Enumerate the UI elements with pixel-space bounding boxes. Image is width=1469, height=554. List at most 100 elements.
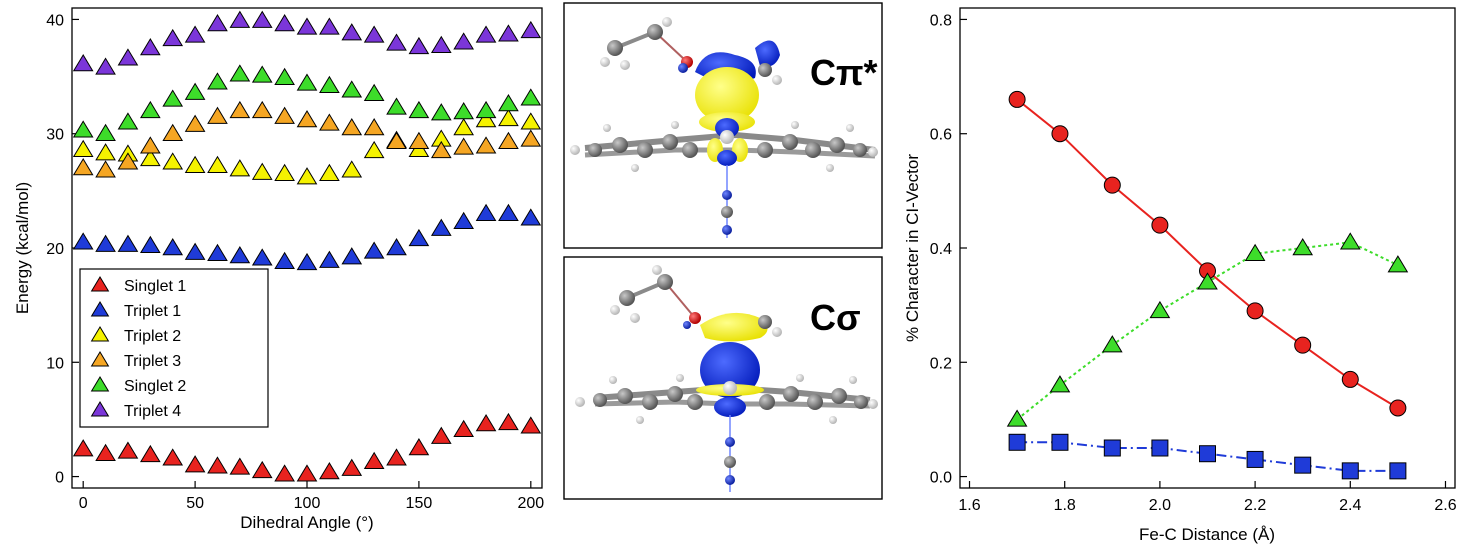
data-point-singlet-1 <box>274 464 295 482</box>
data-point-triplet-1 <box>520 208 542 226</box>
data-point-triplet-2 <box>72 139 94 157</box>
data-point-triplet-1 <box>274 251 295 269</box>
data-point-triplet-1 <box>319 250 340 268</box>
legend-marker <box>90 376 110 392</box>
data-point-triplet-4 <box>453 32 474 50</box>
data-point-triplet-3 <box>386 131 407 149</box>
data-point-singlet-1 <box>498 412 519 431</box>
data-point-triplet-3 <box>72 158 94 176</box>
data-point-triplet-3 <box>498 131 519 149</box>
data-point-triplet-3 <box>296 110 318 128</box>
data-point-red <box>1103 176 1121 194</box>
data-point-singlet-1 <box>229 457 251 475</box>
data-point-green <box>1244 243 1266 261</box>
data-point-triplet-1 <box>430 218 452 236</box>
data-point-red <box>1246 302 1264 320</box>
data-point-blue <box>1008 433 1026 451</box>
x-tick-label: 0 <box>79 495 88 512</box>
data-point-triplet-1 <box>207 243 228 261</box>
y-tick-label: 0.4 <box>930 241 952 258</box>
data-point-triplet-4 <box>475 25 497 43</box>
data-point-singlet-1 <box>296 464 318 482</box>
data-point-triplet-3 <box>408 131 430 149</box>
x-tick-label: 50 <box>186 495 204 512</box>
data-point-triplet-3 <box>520 129 542 147</box>
data-point-singlet-1 <box>117 441 139 459</box>
data-point-singlet-2 <box>229 64 251 82</box>
data-point-triplet-1 <box>475 203 497 221</box>
data-point-singlet-2 <box>475 100 497 119</box>
data-point-triplet-4 <box>319 17 340 35</box>
legend-marker <box>90 276 110 292</box>
data-point-triplet-2 <box>363 140 385 159</box>
series-line-red <box>1016 98 1399 409</box>
data-point-triplet-1 <box>453 211 474 229</box>
data-point-singlet-2 <box>386 97 407 115</box>
data-point-triplet-3 <box>341 118 363 136</box>
data-point-red <box>1389 399 1407 417</box>
data-point-blue <box>1389 462 1407 480</box>
orbital-label-csigma: Cσ <box>810 297 861 338</box>
data-point-triplet-2 <box>475 110 497 128</box>
orbital-panels: Cπ* <box>563 2 883 500</box>
legend-entry: Singlet 2 <box>124 378 186 395</box>
y-tick-label: 0.8 <box>930 12 952 29</box>
data-point-triplet-2 <box>251 162 273 180</box>
data-point-blue <box>1294 456 1312 474</box>
data-point-triplet-3 <box>319 113 340 131</box>
data-point-triplet-2 <box>453 118 474 136</box>
data-point-triplet-4 <box>498 24 519 42</box>
x-tick-label: 100 <box>294 495 321 512</box>
data-point-triplet-3 <box>363 118 385 136</box>
data-point-singlet-1 <box>520 416 542 434</box>
data-point-singlet-1 <box>430 426 452 444</box>
data-point-triplet-4 <box>520 20 542 39</box>
y-tick-label: 20 <box>46 241 64 258</box>
orbital-panel-cpi: Cπ* <box>563 2 883 249</box>
data-point-triplet-1 <box>296 252 318 271</box>
data-point-triplet-2 <box>520 112 542 130</box>
data-point-singlet-2 <box>430 103 452 121</box>
y-tick-label: 30 <box>46 127 64 144</box>
data-point-triplet-4 <box>207 14 228 32</box>
data-point-triplet-3 <box>274 106 295 124</box>
data-point-singlet-1 <box>251 460 273 479</box>
legend-marker <box>90 326 110 342</box>
y-axis-label: Energy (kcal/mol) <box>13 182 32 314</box>
data-point-singlet-1 <box>72 439 94 457</box>
data-point-triplet-2 <box>498 108 519 127</box>
data-point-triplet-3 <box>95 160 116 178</box>
data-point-triplet-3 <box>251 100 273 119</box>
data-point-blue <box>1103 439 1121 457</box>
data-point-green <box>1049 375 1071 393</box>
y-tick-label: 0 <box>55 470 64 487</box>
data-point-triplet-2 <box>319 163 340 181</box>
data-point-green <box>1197 272 1218 290</box>
data-point-singlet-1 <box>408 438 430 456</box>
legend-entry: Triplet 2 <box>124 328 181 345</box>
data-point-triplet-4 <box>363 25 385 43</box>
data-point-triplet-1 <box>117 234 139 252</box>
data-point-singlet-1 <box>184 455 206 473</box>
data-point-triplet-4 <box>386 33 407 51</box>
data-point-singlet-2 <box>274 67 295 85</box>
y-tick-label: 0.0 <box>930 470 952 487</box>
data-point-triplet-2 <box>296 167 318 185</box>
plot-frame <box>959 7 1456 489</box>
data-point-singlet-1 <box>95 443 116 461</box>
data-point-singlet-1 <box>363 451 385 469</box>
x-tick-label: 2.4 <box>1339 497 1361 514</box>
data-point-singlet-2 <box>72 120 94 138</box>
y-tick-label: 0.6 <box>930 127 952 144</box>
data-point-red <box>1151 216 1169 234</box>
legend-marker <box>90 301 110 317</box>
data-point-red <box>1008 90 1026 108</box>
data-point-triplet-2 <box>274 163 295 181</box>
data-point-triplet-4 <box>408 36 430 55</box>
data-point-blue <box>1151 439 1169 457</box>
data-point-triplet-3 <box>117 152 139 170</box>
data-point-green <box>1292 238 1314 256</box>
data-point-singlet-2 <box>363 83 385 101</box>
data-point-singlet-2 <box>319 75 340 93</box>
data-point-singlet-2 <box>140 100 161 119</box>
